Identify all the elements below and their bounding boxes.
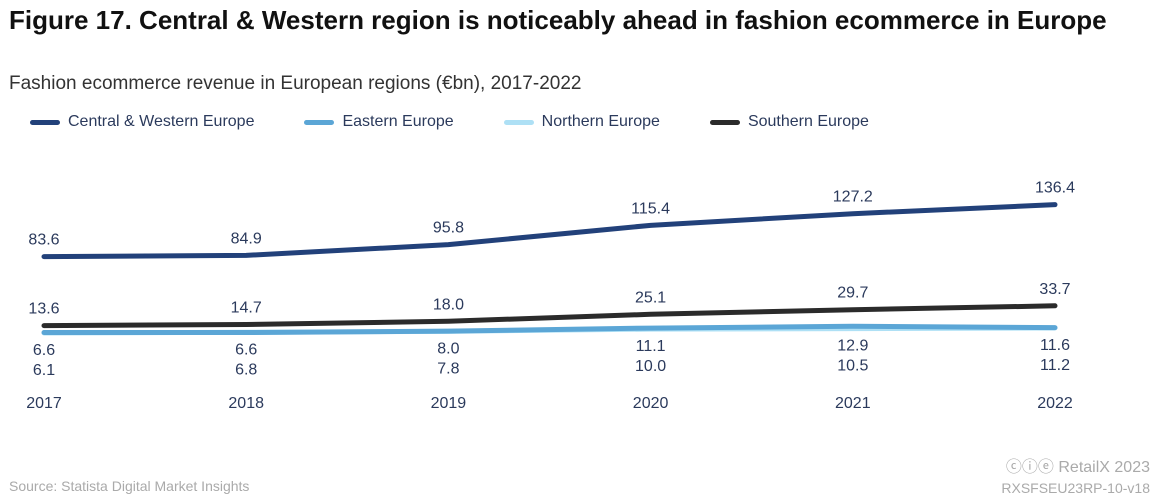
- x-tick-label: 2019: [431, 395, 467, 412]
- data-label: 8.0: [437, 340, 459, 357]
- data-label: 10.0: [635, 358, 666, 375]
- legend-item: Eastern Europe: [304, 112, 454, 132]
- data-label: 33.7: [1039, 281, 1070, 298]
- source-note: Source: Statista Digital Market Insights: [9, 478, 250, 494]
- series-line: [41, 303, 1058, 329]
- legend-label: Central & Western Europe: [68, 113, 255, 130]
- x-tick-label: 2021: [835, 395, 871, 412]
- chart-subtitle: Fashion ecommerce revenue in European re…: [9, 73, 582, 94]
- legend-label: Southern Europe: [747, 113, 869, 130]
- legend-item: Central & Western Europe: [30, 112, 254, 132]
- brand-name: RetailX 2023: [1058, 459, 1150, 476]
- data-label: 14.7: [231, 300, 262, 317]
- series-line: [41, 323, 1058, 335]
- data-label: 10.5: [837, 358, 868, 375]
- data-label: 115.4: [631, 200, 670, 217]
- chart-title: Figure 17. Central & Western region is n…: [9, 5, 1107, 35]
- data-label: 18.0: [433, 296, 464, 313]
- data-label: 7.8: [437, 360, 459, 377]
- brand-block: ⓒⓘⓔ RetailX 2023 RXSFSEU23RP-10-v18: [1001, 458, 1150, 499]
- data-label: 13.6: [28, 301, 59, 318]
- x-tick-label: 2020: [633, 395, 669, 412]
- data-label: 136.4: [1035, 180, 1075, 197]
- data-label: 11.6: [1040, 337, 1070, 354]
- legend-item: Southern Europe: [709, 112, 869, 132]
- data-label: 11.2: [1040, 357, 1070, 374]
- series-line: [41, 202, 1058, 260]
- data-label: 12.9: [837, 338, 868, 355]
- data-label: 25.1: [635, 289, 666, 306]
- data-label: 95.8: [433, 220, 464, 237]
- legend-swatch: [709, 119, 740, 125]
- legend: Central & Western Europe Eastern Europe No…: [30, 112, 919, 132]
- data-label: 83.6: [28, 232, 59, 249]
- data-label: 6.6: [33, 342, 55, 359]
- data-label: 6.8: [235, 361, 257, 378]
- x-tick-label: 2018: [228, 395, 264, 412]
- data-label: 6.6: [235, 341, 257, 358]
- legend-label: Eastern Europe: [342, 113, 454, 130]
- legend-label: Northern Europe: [541, 113, 660, 130]
- data-label: 6.1: [33, 362, 55, 379]
- data-label: 127.2: [833, 189, 873, 206]
- x-tick-label: 2017: [26, 395, 62, 412]
- data-label: 84.9: [231, 230, 262, 247]
- legend-swatch: [503, 119, 534, 125]
- legend-item: Northern Europe: [503, 112, 660, 132]
- data-label: 29.7: [837, 285, 868, 302]
- legend-swatch: [304, 119, 335, 125]
- figure-code: RXSFSEU23RP-10-v18: [1001, 480, 1150, 496]
- x-tick-label: 2022: [1037, 395, 1073, 412]
- cc-license-icon: ⓒⓘⓔ: [1005, 459, 1059, 476]
- legend-swatch: [30, 119, 60, 125]
- data-label: 11.1: [636, 338, 666, 355]
